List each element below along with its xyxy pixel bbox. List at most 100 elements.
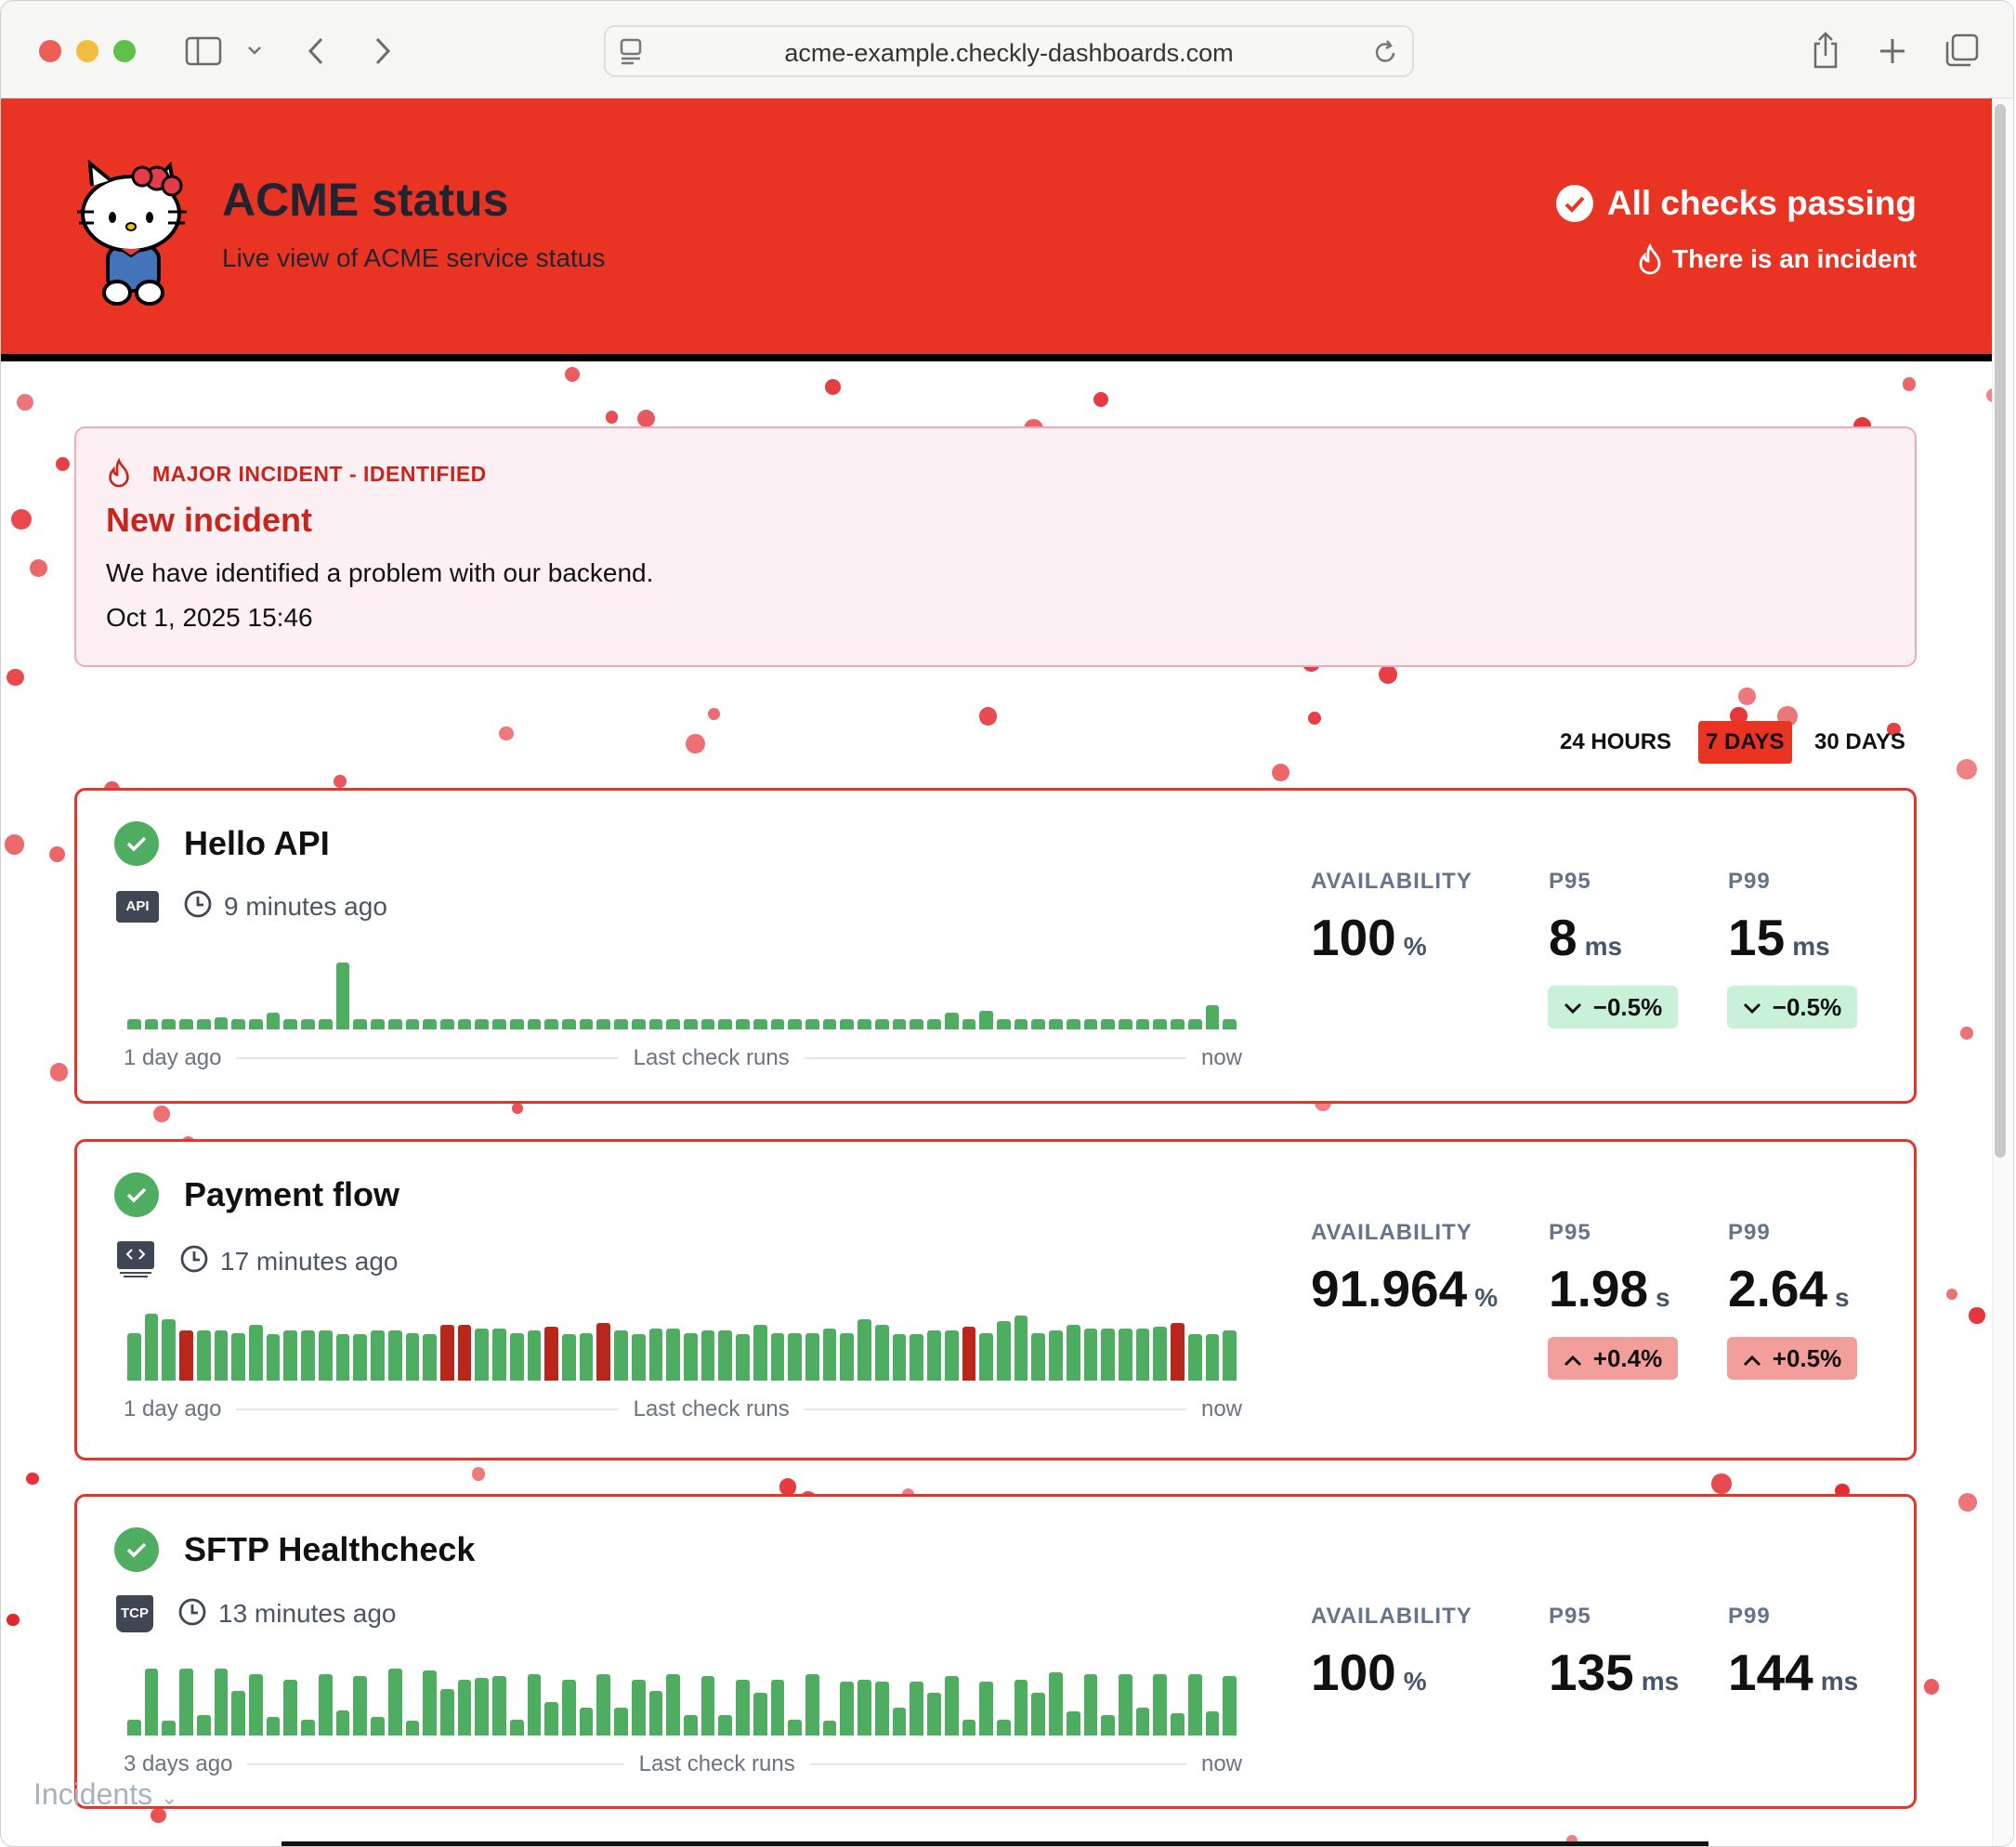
passed-run-bar[interactable] — [196, 1715, 211, 1736]
passed-run-bar[interactable] — [927, 1330, 941, 1381]
passed-run-bar[interactable] — [544, 1018, 558, 1029]
passed-run-bar[interactable] — [944, 1676, 959, 1736]
passed-run-bar[interactable] — [910, 1682, 924, 1736]
passed-run-bar[interactable] — [1031, 1693, 1046, 1736]
passed-run-bar[interactable] — [892, 1018, 907, 1029]
passed-run-bar[interactable] — [1031, 1332, 1046, 1381]
passed-run-bar[interactable] — [962, 1018, 976, 1029]
failed-run-bar[interactable] — [544, 1327, 558, 1381]
passed-run-bar[interactable] — [910, 1334, 924, 1381]
passed-run-bar[interactable] — [439, 1689, 454, 1736]
passed-run-bar[interactable] — [492, 1018, 506, 1029]
passed-run-bar[interactable] — [266, 1717, 281, 1736]
passed-run-bar[interactable] — [492, 1329, 506, 1381]
passed-run-bar[interactable] — [1118, 1674, 1132, 1736]
passed-run-bar[interactable] — [509, 1719, 524, 1736]
passed-run-bar[interactable] — [770, 1680, 785, 1736]
passed-run-bar[interactable] — [770, 1332, 785, 1381]
passed-run-bar[interactable] — [1205, 1334, 1220, 1381]
passed-run-bar[interactable] — [700, 1018, 715, 1029]
passed-run-bar[interactable] — [527, 1674, 542, 1736]
passed-run-bar[interactable] — [788, 1332, 803, 1381]
passed-run-bar[interactable] — [910, 1018, 924, 1029]
passed-run-bar[interactable] — [283, 1018, 298, 1029]
passed-run-bar[interactable] — [527, 1330, 542, 1381]
passed-run-bar[interactable] — [266, 1013, 281, 1029]
passed-run-bar[interactable] — [753, 1325, 767, 1381]
passed-run-bar[interactable] — [579, 1708, 594, 1736]
passed-run-bar[interactable] — [1223, 1676, 1237, 1736]
passed-run-bar[interactable] — [544, 1702, 558, 1736]
incident-banner[interactable]: MAJOR INCIDENT - IDENTIFIED New incident… — [74, 426, 1917, 667]
passed-run-bar[interactable] — [874, 1325, 889, 1381]
passed-run-bar[interactable] — [805, 1332, 819, 1381]
passed-run-bar[interactable] — [892, 1708, 907, 1736]
passed-run-bar[interactable] — [439, 1018, 454, 1029]
passed-run-bar[interactable] — [127, 1332, 141, 1381]
passed-run-bar[interactable] — [700, 1330, 715, 1381]
failed-run-bar[interactable] — [457, 1325, 472, 1381]
passed-run-bar[interactable] — [840, 1682, 855, 1736]
passed-run-bar[interactable] — [162, 1018, 177, 1029]
passed-run-bar[interactable] — [371, 1717, 385, 1736]
passed-run-bar[interactable] — [1083, 1674, 1098, 1736]
passed-run-bar[interactable] — [1066, 1325, 1080, 1381]
passed-run-bar[interactable] — [892, 1334, 907, 1381]
passed-run-bar[interactable] — [1135, 1018, 1150, 1029]
passed-run-bar[interactable] — [805, 1674, 819, 1736]
sidebar-icon[interactable] — [185, 36, 222, 66]
passed-run-bar[interactable] — [944, 1330, 959, 1381]
passed-run-bar[interactable] — [1187, 1018, 1202, 1029]
address-bar[interactable]: acme-example.checkly-dashboards.com — [604, 25, 1414, 77]
passed-run-bar[interactable] — [127, 1018, 141, 1029]
passed-run-bar[interactable] — [1049, 1018, 1063, 1029]
passed-run-bar[interactable] — [387, 1330, 402, 1381]
passed-run-bar[interactable] — [1153, 1674, 1168, 1736]
passed-run-bar[interactable] — [475, 1018, 490, 1029]
passed-run-bar[interactable] — [353, 1018, 368, 1029]
passed-run-bar[interactable] — [736, 1334, 750, 1381]
passed-run-bar[interactable] — [1205, 1711, 1220, 1736]
passed-run-bar[interactable] — [596, 1674, 611, 1736]
forward-icon[interactable] — [373, 36, 393, 66]
passed-run-bar[interactable] — [1135, 1329, 1150, 1381]
passed-run-bar[interactable] — [805, 1018, 819, 1029]
passed-run-bar[interactable] — [266, 1334, 281, 1381]
passed-run-bar[interactable] — [144, 1018, 159, 1029]
passed-run-bar[interactable] — [648, 1329, 663, 1381]
passed-run-bar[interactable] — [979, 1332, 993, 1381]
check-name[interactable]: SFTP Healthcheck — [184, 1530, 476, 1568]
passed-run-bar[interactable] — [666, 1329, 680, 1381]
passed-run-bar[interactable] — [423, 1018, 437, 1029]
passed-run-bar[interactable] — [996, 1321, 1011, 1381]
check-card[interactable]: Hello API API 9 minutes ago 1 day ago Last c… — [74, 788, 1917, 1104]
passed-run-bar[interactable] — [509, 1332, 524, 1381]
passed-run-bar[interactable] — [231, 1691, 246, 1736]
passed-run-bar[interactable] — [1187, 1334, 1202, 1381]
passed-run-bar[interactable] — [1083, 1329, 1098, 1381]
passed-run-bar[interactable] — [788, 1719, 803, 1736]
close-window-button[interactable] — [39, 40, 61, 62]
reader-icon[interactable] — [619, 38, 643, 66]
failed-run-bar[interactable] — [1171, 1323, 1185, 1381]
passed-run-bar[interactable] — [979, 1682, 993, 1736]
failed-run-bar[interactable] — [596, 1323, 611, 1381]
passed-run-bar[interactable] — [371, 1018, 385, 1029]
passed-run-bar[interactable] — [1066, 1711, 1080, 1736]
passed-run-bar[interactable] — [162, 1721, 177, 1736]
passed-run-bar[interactable] — [822, 1018, 837, 1029]
tabs-icon[interactable] — [1944, 33, 1980, 68]
passed-run-bar[interactable] — [666, 1674, 680, 1736]
passed-run-bar[interactable] — [857, 1018, 871, 1029]
passed-run-bar[interactable] — [944, 1013, 959, 1029]
passed-run-bar[interactable] — [840, 1018, 855, 1029]
passed-run-bar[interactable] — [736, 1680, 750, 1736]
passed-run-bar[interactable] — [249, 1674, 263, 1736]
share-icon[interactable] — [1811, 31, 1840, 70]
passed-run-bar[interactable] — [1118, 1329, 1132, 1381]
check-card[interactable]: SFTP Healthcheck TCP 13 minutes ago 3 days … — [74, 1494, 1917, 1809]
passed-run-bar[interactable] — [301, 1719, 315, 1736]
passed-run-bar[interactable] — [1066, 1018, 1080, 1029]
passed-run-bar[interactable] — [283, 1680, 298, 1736]
passed-run-bar[interactable] — [718, 1018, 733, 1029]
